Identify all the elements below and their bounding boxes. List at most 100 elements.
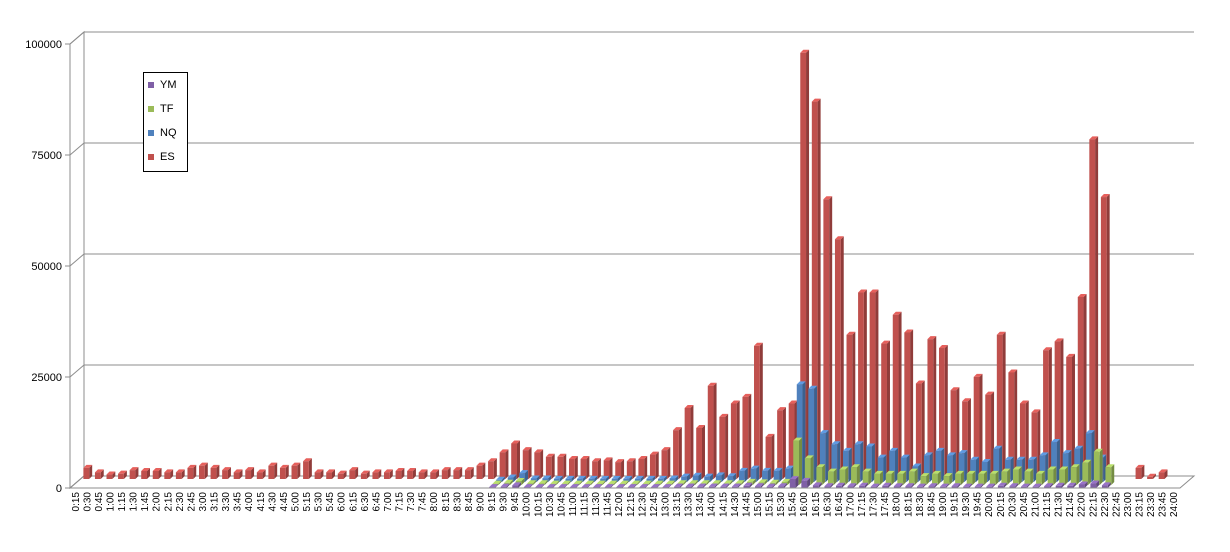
x-tick-label: 16:00: [799, 492, 810, 517]
x-tick-label: 22:00: [1077, 492, 1088, 517]
bar-es: [349, 467, 359, 479]
bar-tf: [1001, 468, 1011, 485]
x-tick-label: 19:15: [950, 492, 961, 517]
bar-es: [534, 449, 544, 479]
x-tick-label: 7:00: [383, 492, 394, 512]
x-tick-label: 0:30: [82, 492, 93, 512]
x-tick-label: 5:45: [325, 492, 336, 512]
bar-es: [973, 373, 983, 479]
x-tick-label: 11:30: [591, 492, 602, 517]
bar-es: [823, 196, 833, 479]
x-tick-label: 22:45: [1111, 492, 1122, 517]
bar-es: [730, 400, 740, 479]
bar-es: [707, 382, 717, 479]
x-tick-label: 17:45: [880, 492, 891, 517]
bar-ym: [743, 482, 753, 488]
bar-ym: [766, 483, 776, 488]
bar-es: [1147, 473, 1156, 479]
gridline-diag: [69, 142, 85, 156]
bar-ym: [1078, 481, 1088, 488]
legend-swatch-tf: [148, 106, 154, 112]
x-tick-label: 21:15: [1042, 492, 1053, 517]
bar-es: [615, 459, 625, 479]
bar-es: [673, 427, 682, 479]
bar-nq: [658, 475, 667, 482]
x-tick-label: 3:15: [210, 492, 221, 512]
x-tick-label: 12:45: [649, 492, 660, 517]
x-tick-label: 12:00: [614, 492, 625, 517]
bars: [83, 49, 1168, 488]
x-tick-label: 10:30: [545, 492, 556, 517]
x-tick-label: 11:15: [580, 492, 591, 517]
bar-ym: [812, 482, 822, 488]
bar-tf: [839, 466, 849, 485]
bar-ym: [789, 476, 799, 488]
bar-ym: [997, 482, 1007, 488]
x-tick-label: 14:00: [707, 492, 718, 517]
bar-nq: [1039, 452, 1049, 482]
bar-ym: [1032, 483, 1042, 488]
x-tick-label: 4:45: [279, 492, 290, 512]
y-tick-label: 50000: [31, 261, 62, 273]
bar-ym: [755, 483, 764, 488]
legend-label-es: ES: [160, 151, 175, 163]
x-tick-label: 14:30: [730, 492, 741, 517]
bar-es: [453, 467, 463, 479]
bar-tf: [1070, 464, 1080, 485]
bar-es: [834, 236, 844, 479]
bar-es: [985, 391, 995, 479]
x-tick-label: 0:45: [94, 492, 105, 512]
bar-es: [950, 387, 960, 479]
bar-ym: [1044, 483, 1053, 488]
bar-nq: [727, 473, 737, 482]
x-tick-label: 7:30: [406, 492, 417, 512]
bar-es: [118, 470, 127, 479]
x-tick-label: 12:15: [626, 492, 637, 517]
x-tick-label: 2:45: [186, 492, 197, 512]
x-tick-label: 23:15: [1135, 492, 1146, 517]
x-tick-label: 9:30: [499, 492, 510, 512]
x-tick-label: 23:00: [1123, 492, 1134, 517]
x-tick-label: 20:15: [996, 492, 1007, 517]
bar-nq: [611, 475, 621, 482]
bar-es: [245, 467, 255, 479]
bar-es: [765, 433, 775, 479]
bar-ym: [778, 483, 787, 488]
x-tick-label: 5:00: [290, 492, 301, 512]
legend-label-nq: NQ: [160, 127, 177, 139]
x-tick-label: 9:00: [475, 492, 486, 512]
bar-tf: [816, 464, 826, 485]
x-tick-label: 15:15: [765, 492, 776, 517]
bar-es: [337, 470, 347, 479]
bar-tf: [1047, 466, 1057, 485]
legend: YM TF NQ ES: [143, 72, 188, 172]
bar-es: [603, 457, 613, 479]
bar-es: [754, 342, 763, 479]
x-tick-label: 20:45: [1019, 492, 1030, 517]
x-tick-label: 6:15: [348, 492, 359, 512]
bar-nq: [796, 381, 806, 482]
bar-nq: [750, 465, 760, 482]
x-tick-label: 6:45: [371, 492, 382, 512]
bar-es: [233, 469, 243, 479]
bar-es: [1158, 469, 1168, 479]
x-tick-label: 5:30: [314, 492, 325, 512]
bar-es: [569, 456, 578, 479]
bar-tf: [955, 470, 964, 485]
bar-nq: [704, 473, 714, 482]
bar-nq: [1051, 439, 1060, 482]
x-tick-label: 15:30: [776, 492, 787, 517]
bar-es: [892, 311, 902, 479]
x-tick-label: 9:15: [487, 492, 498, 512]
bar-es: [256, 469, 266, 479]
legend-swatch-ym: [148, 82, 154, 88]
bar-tf: [897, 470, 907, 485]
bar-es: [326, 469, 335, 479]
bar-ym: [1090, 480, 1100, 488]
bar-es: [1100, 194, 1110, 479]
bar-es: [626, 458, 636, 479]
bar-es: [106, 471, 116, 479]
bar-es: [199, 462, 208, 479]
legend-label-tf: TF: [160, 103, 174, 115]
bar-es: [1089, 136, 1099, 479]
